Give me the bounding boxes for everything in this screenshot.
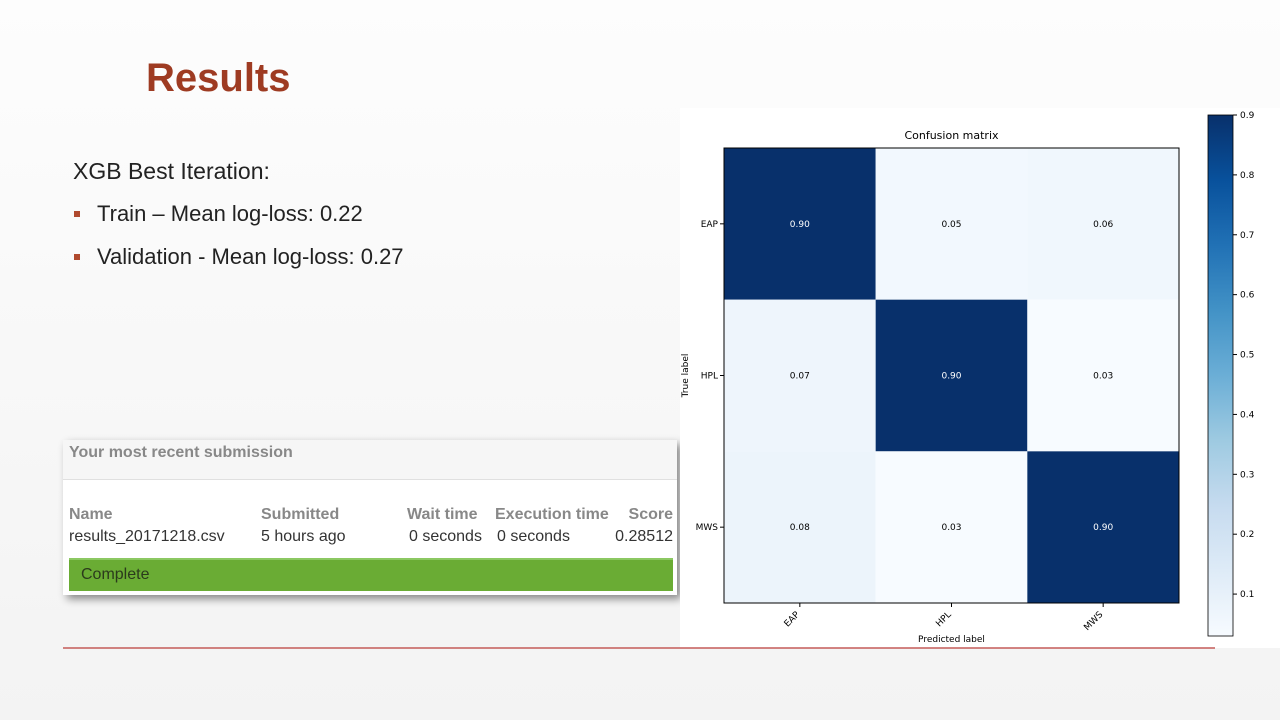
panel-title: Your most recent submission bbox=[69, 444, 293, 461]
cell: 5 hours ago bbox=[261, 528, 346, 545]
cell-label: 0.05 bbox=[941, 220, 961, 230]
panel-header bbox=[63, 440, 677, 480]
colorbar-tick-label: 0.2 bbox=[1240, 530, 1254, 540]
cell-label: 0.90 bbox=[941, 372, 961, 382]
cell-label: 0.90 bbox=[1093, 523, 1113, 533]
column-header: Submitted bbox=[261, 506, 340, 523]
cell: results_20171218.csv bbox=[69, 528, 225, 545]
colorbar-tick-label: 0.9 bbox=[1240, 111, 1255, 121]
bullet-marker bbox=[74, 211, 80, 217]
status-bar: Complete bbox=[69, 558, 673, 591]
bullet: Validation - Mean log-loss: 0.27 bbox=[97, 244, 404, 269]
colorbar bbox=[1207, 114, 1234, 637]
y-tick-label: MWS bbox=[696, 523, 719, 533]
colorbar-tick-label: 0.4 bbox=[1240, 410, 1255, 420]
heading: XGB Best Iteration: bbox=[73, 158, 270, 184]
cell-label: 0.08 bbox=[790, 523, 810, 533]
chart: Confusion matrix 0.90 0.05 0.06 0.07 0.90 0.03… bbox=[680, 108, 1280, 648]
cell bbox=[1027, 148, 1179, 300]
column-header: Execution time bbox=[495, 506, 609, 523]
x-tick-label: HPL bbox=[934, 610, 953, 629]
divider bbox=[63, 647, 1215, 649]
cell-label: 0.03 bbox=[941, 523, 961, 533]
chart-title: Confusion matrix bbox=[904, 129, 999, 142]
cell-label: 0.06 bbox=[1093, 220, 1113, 230]
column-header: Score bbox=[628, 506, 673, 523]
y-tick-label: HPL bbox=[701, 372, 718, 382]
slide-title: Results bbox=[146, 56, 291, 100]
colorbar-tick-label: 0.8 bbox=[1240, 171, 1255, 181]
colorbar-tick-label: 0.6 bbox=[1240, 291, 1255, 301]
submission-panel: Your most recent submission Name Submitt… bbox=[63, 440, 677, 595]
cell bbox=[724, 299, 876, 452]
cell-label: 0.03 bbox=[1093, 372, 1113, 382]
colorbar-tick-label: 0.7 bbox=[1240, 231, 1254, 241]
bullet: Train – Mean log-loss: 0.22 bbox=[97, 201, 363, 226]
colorbar-tick-label: 0.3 bbox=[1240, 470, 1254, 480]
cell-label: 0.90 bbox=[790, 220, 810, 230]
cell: 0.28512 bbox=[615, 528, 673, 545]
cell bbox=[724, 451, 876, 603]
colorbar-tick-label: 0.1 bbox=[1240, 590, 1254, 600]
cell bbox=[1027, 451, 1179, 603]
cell bbox=[875, 451, 1028, 603]
colorbar-tick-label: 0.5 bbox=[1240, 351, 1254, 361]
cell bbox=[724, 148, 876, 300]
cell bbox=[1027, 299, 1179, 452]
cell: 0 seconds bbox=[409, 528, 482, 545]
x-axis-label: Predicted label bbox=[918, 635, 985, 645]
column-header: Name bbox=[69, 506, 113, 523]
x-tick-label: MWS bbox=[1082, 610, 1105, 633]
y-axis-label: True label bbox=[681, 354, 691, 399]
bullet-marker bbox=[74, 254, 80, 260]
cell: 0 seconds bbox=[497, 528, 570, 545]
y-tick-label: EAP bbox=[701, 220, 719, 230]
cell-label: 0.07 bbox=[790, 372, 810, 382]
cell bbox=[875, 148, 1028, 300]
column-header: Wait time bbox=[407, 506, 478, 523]
x-tick-label: EAP bbox=[783, 610, 803, 630]
cell bbox=[875, 299, 1028, 452]
status-text: Complete bbox=[81, 566, 150, 583]
